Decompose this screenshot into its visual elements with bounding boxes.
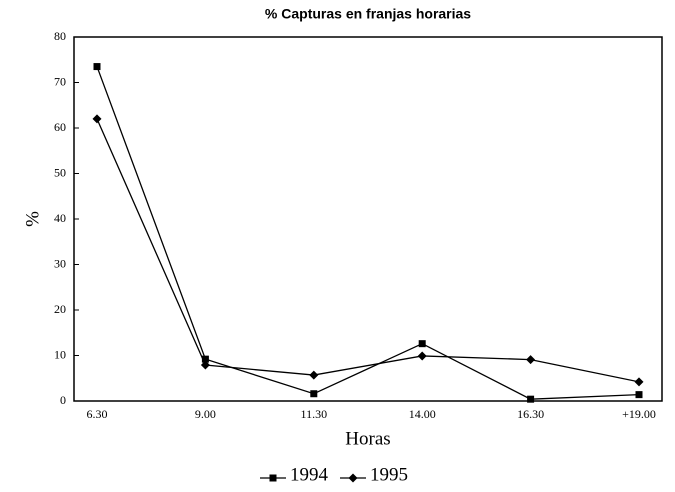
x-tick-label: +19.00 <box>622 407 656 421</box>
x-tick-label: 11.30 <box>301 407 328 421</box>
y-tick-label: 10 <box>54 347 66 361</box>
data-point <box>527 395 535 403</box>
data-point <box>634 377 644 387</box>
y-tick-label: 50 <box>54 165 66 179</box>
data-point <box>309 370 319 380</box>
series-line <box>96 66 640 400</box>
data-point <box>310 390 318 398</box>
y-tick-label: 30 <box>54 256 66 270</box>
y-tick-label: 0 <box>60 393 66 407</box>
legend-marker <box>348 473 358 483</box>
y-tick-label: 20 <box>54 302 66 316</box>
y-tick-label: 80 <box>54 29 66 43</box>
chart-title: % Capturas en franjas horarias <box>265 6 471 22</box>
y-axis-label: % <box>22 211 43 227</box>
data-point <box>93 63 101 71</box>
legend-marker <box>269 474 277 482</box>
data-point <box>526 355 536 365</box>
y-tick-label: 60 <box>54 120 66 134</box>
data-point <box>92 114 102 124</box>
plot-frame <box>73 36 663 402</box>
y-tick-label: 40 <box>54 211 66 225</box>
data-point <box>200 360 210 370</box>
data-point <box>418 340 426 348</box>
legend-label: 1994 <box>290 464 329 485</box>
x-tick-label: 14.00 <box>409 407 436 421</box>
data-point <box>635 391 643 399</box>
y-tick-label: 70 <box>54 74 66 88</box>
data-point <box>201 355 209 363</box>
legend-label: 1995 <box>370 464 408 485</box>
series-line <box>96 118 640 383</box>
x-tick-label: 6.30 <box>87 407 108 421</box>
x-tick-label: 9.00 <box>195 407 216 421</box>
x-axis-label: Horas <box>345 428 390 449</box>
x-tick-label: 16.30 <box>517 407 544 421</box>
data-point <box>417 351 427 361</box>
